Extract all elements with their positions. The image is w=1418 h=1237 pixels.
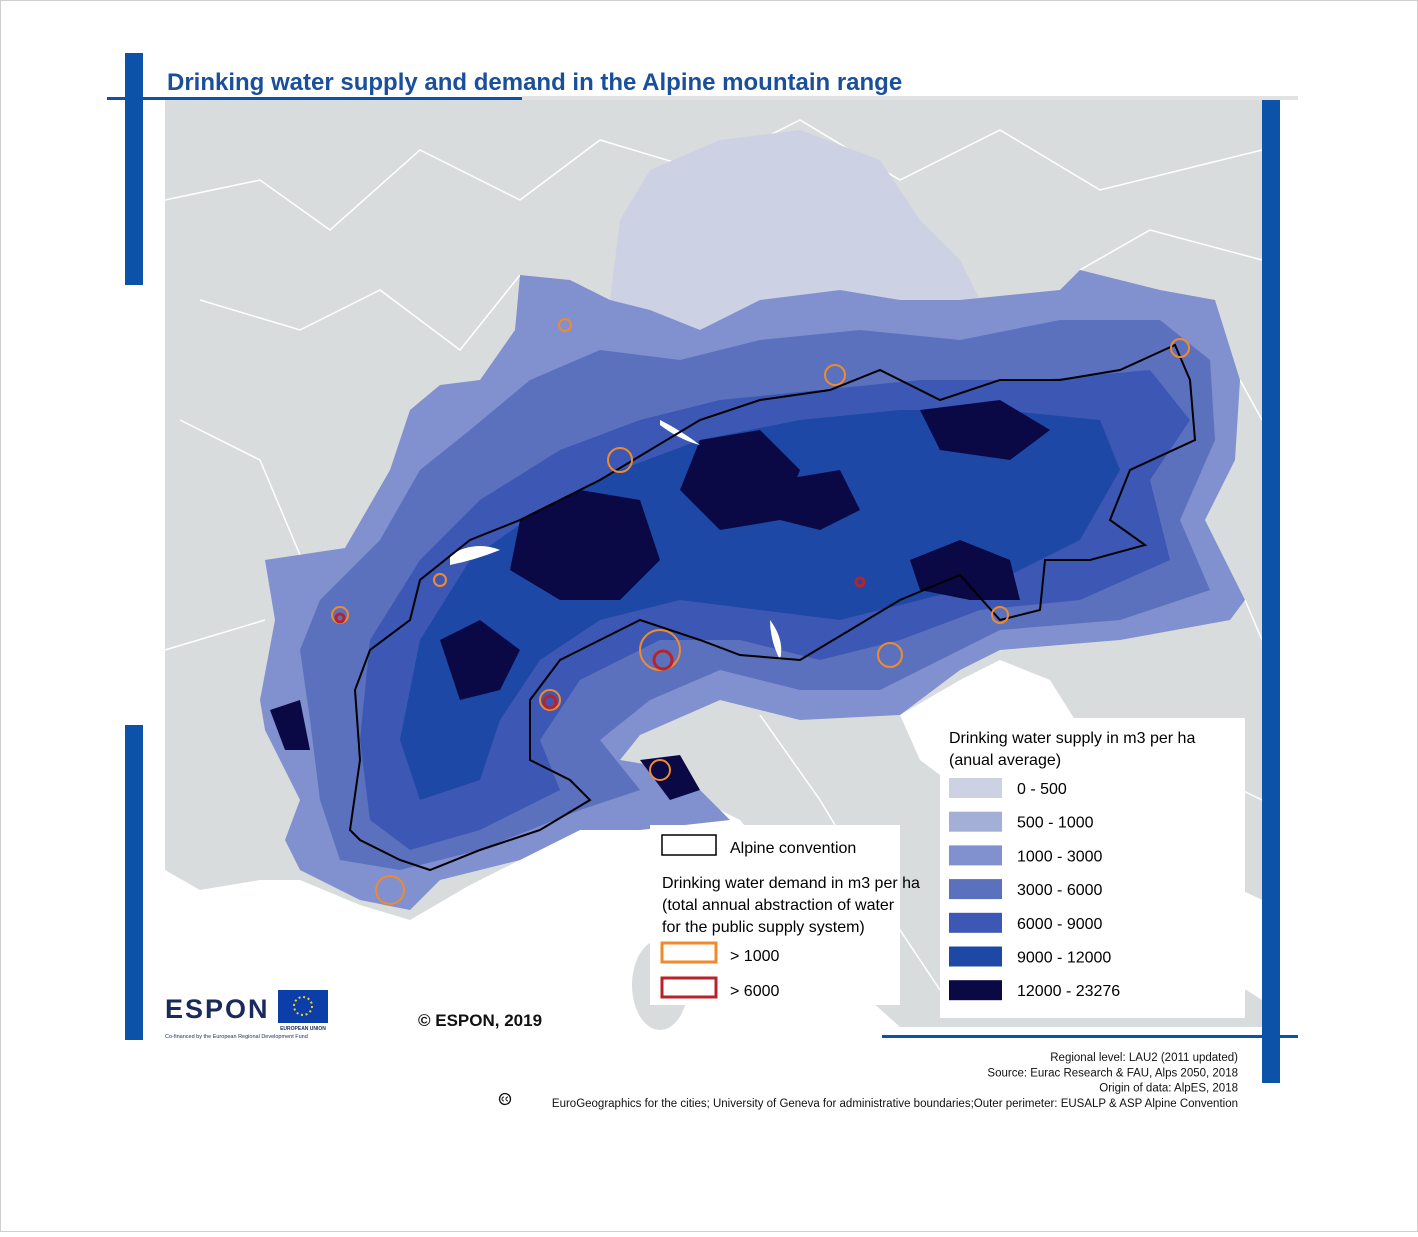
supply-swatch: [949, 946, 1002, 967]
demand-area: [824, 364, 846, 386]
demand-area: [539, 689, 561, 711]
lake: [770, 620, 782, 660]
legend-title: (total annual abstraction of water: [662, 897, 895, 914]
border: [164, 119, 1263, 231]
demand-swatch: [660, 941, 718, 964]
credits: Regional level: LAU2 (2011 updated) Sourc…: [552, 1052, 1238, 1110]
legend: Drinking water supply in m3 per ha (anua…: [660, 730, 1195, 1001]
demand-area: [877, 642, 903, 668]
legend-label: 3000 - 6000: [1017, 882, 1103, 899]
legend-label: 1000 - 3000: [1017, 848, 1103, 865]
supply-swatch: [949, 980, 1002, 1001]
demand-area: [854, 576, 866, 588]
demand-area: [375, 875, 405, 905]
border: [1079, 229, 1263, 641]
credit-line: Source: Eurac Research & FAU, Alps 2050,…: [987, 1067, 1238, 1079]
legend-title: for the public supply system): [662, 919, 865, 936]
supply-swatch: [949, 845, 1002, 866]
legend-label: 500 - 1000: [1017, 815, 1094, 832]
boundary-swatch: [661, 834, 717, 856]
legend-label: > 1000: [730, 948, 779, 965]
frame-line: [522, 96, 1298, 100]
supply-zone: [780, 470, 860, 530]
cc-circle: [498, 1092, 512, 1106]
legend-label: 9000 - 12000: [1017, 950, 1111, 967]
legend-label: 12000 - 23276: [1017, 983, 1120, 1000]
supply-swatch: [949, 912, 1002, 933]
legend-label: 6000 - 9000: [1017, 916, 1103, 933]
supply-zone: [920, 400, 1050, 460]
high-demand-areas: [334, 576, 866, 710]
legend-label: Alpine convention: [730, 840, 856, 857]
frame: [107, 53, 1298, 1083]
frame-bar: [125, 725, 143, 1040]
alpine-convention-boundary: [348, 343, 1197, 872]
supply-zone: [270, 700, 310, 750]
legend-title: Drinking water demand in m3 per ha: [662, 875, 920, 892]
frame-line: [882, 1035, 1298, 1038]
eu-flag: [278, 990, 328, 1023]
supply-zone: [440, 620, 520, 700]
demand-area: [542, 694, 558, 710]
legend-title: Drinking water supply in m3 per ha: [949, 730, 1195, 747]
border: [164, 419, 301, 651]
legend-background: [940, 718, 1245, 1018]
supply-swatch: [949, 879, 1002, 900]
espon-logo: ESPON: [165, 994, 270, 1024]
cofinanced-text: Co-financed by the European Regional Dev…: [165, 1034, 308, 1040]
demand-area: [558, 318, 572, 332]
supply-zone: [640, 755, 700, 800]
map-title: Drinking water supply and demand in the …: [167, 69, 902, 96]
demand-area: [1170, 338, 1190, 358]
demand-area: [334, 612, 346, 624]
copyright: © ESPON, 2019: [418, 1011, 542, 1030]
lowland-zone: [610, 130, 980, 330]
lake: [450, 546, 500, 565]
border: [199, 274, 521, 352]
supply-zones: [260, 270, 1245, 910]
frame-line: [107, 97, 522, 100]
credit-line: Regional level: LAU2 (2011 updated): [1050, 1052, 1238, 1064]
eu-logo-text: EUROPEAN UNION: [280, 1026, 326, 1032]
demand-area: [652, 649, 674, 671]
logos: ESPON EUROPEAN UNION Co-financed by the …: [165, 990, 328, 1040]
supply-peak-zones: [270, 400, 1050, 800]
supply-swatch: [949, 811, 1002, 832]
legend-subtitle: (anual average): [949, 752, 1061, 769]
frame-bar: [1262, 97, 1280, 1083]
demand-area: [991, 606, 1009, 624]
cc-mark: [501, 1096, 509, 1102]
frame-bar: [125, 53, 143, 285]
cc-icon: [498, 1092, 512, 1106]
demand-area: [607, 447, 633, 473]
legend-label: > 6000: [730, 983, 779, 1000]
credit-line: Origin of data: AlpES, 2018: [1099, 1083, 1238, 1095]
demand-swatch: [660, 976, 718, 999]
credit-line: EuroGeographics for the cities; Universi…: [552, 1098, 1238, 1110]
eu-stars: [293, 996, 313, 1016]
demand-area: [433, 573, 447, 587]
supply-swatch: [949, 778, 1002, 798]
supply-zone: [510, 490, 660, 600]
demand-area: [649, 759, 671, 781]
legend-label: 0 - 500: [1017, 781, 1067, 798]
supply-zone: [680, 430, 800, 530]
